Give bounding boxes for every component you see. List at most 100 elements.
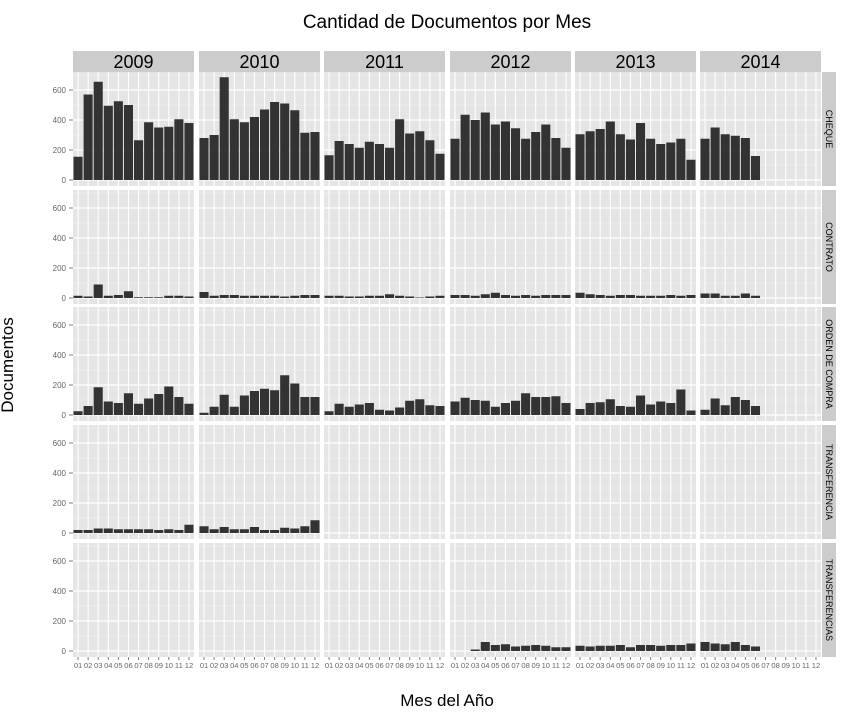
bar-2010-10 [290, 295, 300, 298]
bar-2011-12 [435, 406, 445, 415]
bar-2009-04 [103, 105, 113, 180]
bar-2014-05 [740, 293, 750, 298]
bar-2010-12 [310, 397, 320, 415]
bar-2010-12 [310, 295, 320, 298]
bar-2012-03 [470, 649, 480, 651]
bar-2013-01 [575, 645, 585, 651]
panel-background [73, 425, 194, 539]
bar-2009-05 [113, 101, 123, 180]
bar-2009-10 [164, 529, 174, 533]
bar-2009-11 [174, 397, 184, 415]
y-tick-label: 200 [53, 264, 67, 273]
bar-2009-01 [73, 411, 83, 415]
bar-2012-02 [460, 295, 470, 298]
panel-background [324, 190, 445, 304]
bar-2012-09 [531, 397, 541, 415]
x-tick-label: 03 [220, 661, 228, 670]
panel-background [575, 307, 696, 421]
bar-2010-04 [229, 295, 239, 298]
bar-2011-05 [364, 141, 374, 180]
facet-panel-2013-transferencias [575, 543, 696, 657]
panel-background [450, 190, 571, 304]
bar-2010-11 [300, 526, 310, 533]
x-tick-label: 07 [511, 661, 519, 670]
facet-panel-2010-transferencia [199, 425, 320, 539]
facet-panel-2012-transferencia [450, 425, 571, 539]
y-tick-label: 200 [53, 146, 67, 155]
bar-2012-09 [531, 295, 541, 298]
bar-2010-08 [270, 295, 280, 298]
bar-2009-12 [184, 296, 194, 298]
bar-2012-05 [490, 124, 500, 180]
facet-panel-2010-transferencias [199, 543, 320, 657]
x-tick-label: 11 [552, 661, 560, 670]
x-tick-label: 05 [114, 661, 122, 670]
panel-background [199, 307, 320, 421]
bar-2012-10 [541, 124, 551, 180]
facet-panel-2011-orden-de-compra [324, 307, 445, 421]
facet-strip-label: 2009 [113, 52, 153, 72]
bar-2010-01 [199, 412, 209, 415]
bar-2009-01 [73, 295, 83, 298]
bar-2012-12 [561, 147, 571, 180]
panel-background [700, 425, 821, 539]
bar-2010-01 [199, 138, 209, 180]
bar-2009-05 [113, 403, 123, 415]
x-tick-label: 12 [562, 661, 570, 670]
bar-2013-12 [686, 159, 696, 180]
x-tick-label: 09 [656, 661, 664, 670]
bar-2009-06 [123, 105, 133, 180]
bar-2010-05 [239, 122, 249, 180]
bar-2012-01 [450, 138, 460, 180]
y-tick-label: 200 [53, 617, 67, 626]
bar-2009-08 [144, 398, 154, 415]
x-tick-label: 01 [200, 661, 208, 670]
bar-2014-03 [720, 644, 730, 651]
facet-strip-row-label: TRANSFERENCIA [824, 444, 834, 520]
facet-panel-2009-orden-de-compra [73, 307, 194, 421]
bar-2009-03 [93, 387, 103, 415]
bar-2013-01 [575, 292, 585, 298]
y-tick-label: 600 [53, 439, 67, 448]
facet-strip-label: 2012 [490, 52, 530, 72]
bar-2013-08 [646, 645, 656, 651]
bar-2013-02 [585, 646, 595, 651]
bar-2013-06 [625, 647, 635, 651]
bar-2013-10 [666, 645, 676, 651]
bar-2009-02 [83, 406, 93, 415]
x-tick-label: 04 [104, 661, 112, 670]
x-tick-label: 03 [471, 661, 479, 670]
x-tick-label: 04 [481, 661, 489, 670]
bar-2012-07 [511, 128, 521, 180]
x-tick-label: 06 [250, 661, 258, 670]
x-tick-label: 11 [301, 661, 309, 670]
bar-2014-01 [700, 642, 710, 651]
x-tick-label: 08 [270, 661, 278, 670]
bar-2010-08 [270, 530, 280, 533]
bar-2009-02 [83, 296, 93, 298]
bar-2014-04 [730, 135, 740, 180]
bar-2010-06 [249, 295, 259, 298]
x-tick-label: 06 [501, 661, 509, 670]
bar-2013-10 [666, 142, 676, 180]
bar-2014-05 [740, 400, 750, 415]
facet-panel-2014-contrato [700, 190, 821, 304]
x-tick-label: 03 [345, 661, 353, 670]
x-tick-label: 11 [677, 661, 685, 670]
bar-2009-09 [154, 127, 164, 180]
panel-background [575, 543, 696, 657]
panel-background [73, 72, 194, 186]
x-tick-label: 12 [311, 661, 319, 670]
bar-2014-01 [700, 138, 710, 180]
bar-2012-04 [480, 112, 490, 180]
bar-2009-05 [113, 295, 123, 298]
facet-panel-2014-orden-de-compra [700, 307, 821, 421]
bar-2012-04 [480, 294, 490, 298]
bar-2010-04 [229, 406, 239, 415]
x-tick-label: 10 [165, 661, 173, 670]
bar-2014-02 [710, 398, 720, 415]
panel-background [575, 72, 696, 186]
x-tick-label: 09 [280, 661, 288, 670]
bar-2012-11 [551, 396, 561, 415]
x-tick-label: 01 [74, 661, 82, 670]
